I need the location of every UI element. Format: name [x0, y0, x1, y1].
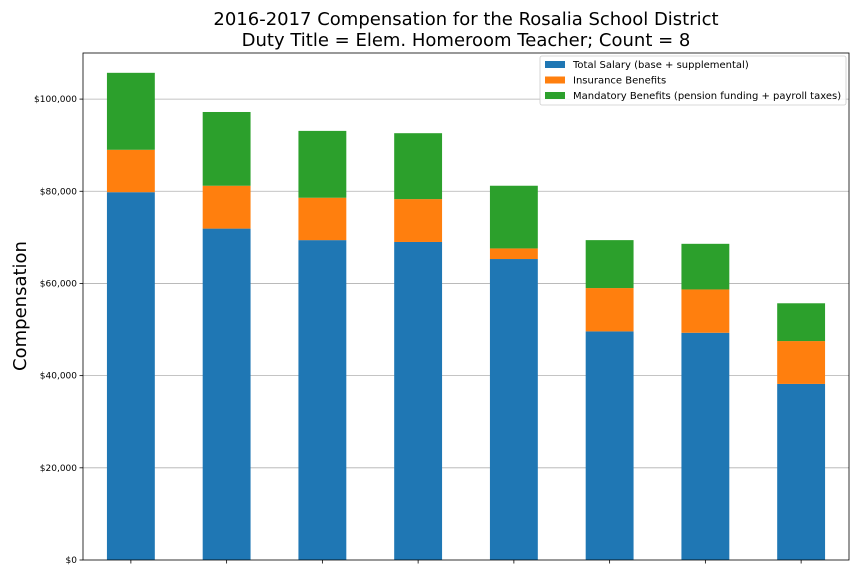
- bar-segment-3: [106, 72, 155, 150]
- bar-segment-3: [298, 130, 347, 198]
- bar-segment-3: [202, 111, 251, 186]
- bar-segment-2: [585, 288, 634, 332]
- bar-segment-1: [202, 228, 251, 560]
- bar-segment-3: [681, 243, 730, 290]
- bar-segment-2: [298, 197, 347, 241]
- bar-segment-3: [394, 133, 443, 200]
- axes: $0 $20,000 $40,000 $60,000 $80,000 $100,000: [34, 52, 850, 566]
- gridlines: [83, 98, 849, 469]
- bar-segment-2: [394, 199, 443, 242]
- legend: Total Salary (base + supplemental) Insura…: [539, 55, 847, 106]
- bar-segment-2: [489, 248, 538, 260]
- plot-frame: [82, 52, 850, 561]
- legend-box: [539, 55, 847, 106]
- y-tick-label: $100,000: [34, 95, 77, 105]
- y-tick-label: $40,000: [40, 372, 77, 382]
- legend-swatch: [545, 92, 565, 99]
- legend-label: Total Salary (base + supplemental): [572, 60, 749, 71]
- legend-swatch: [545, 61, 565, 68]
- bar-segment-2: [202, 185, 251, 229]
- y-tick-label: $20,000: [40, 464, 77, 474]
- bar-segment-1: [681, 332, 730, 560]
- y-axis-label: Compensation: [10, 241, 31, 371]
- bar-segment-2: [681, 289, 730, 333]
- bar-segment-3: [777, 303, 826, 342]
- legend-label: Insurance Benefits: [573, 76, 666, 87]
- bar-segment-1: [106, 192, 155, 560]
- bar-segment-1: [394, 241, 443, 561]
- legend-label: Mandatory Benefits (pension funding + pa…: [573, 91, 841, 102]
- bar-segment-3: [489, 185, 538, 249]
- bar-segment-2: [106, 149, 155, 193]
- y-tick-label: $60,000: [40, 279, 77, 289]
- bar-segment-1: [298, 240, 347, 560]
- bars: [106, 72, 826, 561]
- legend-swatch: [545, 76, 565, 84]
- y-tick-label: $80,000: [40, 187, 77, 197]
- bar-segment-2: [777, 341, 826, 384]
- bar-segment-1: [489, 259, 538, 560]
- bar-segment-1: [585, 331, 634, 560]
- bar-segment-3: [585, 240, 634, 289]
- bar-segment-1: [777, 383, 826, 560]
- chart-title: 2016-2017 Compensation for the Rosalia S…: [213, 9, 718, 30]
- chart-subtitle: Duty Title = Elem. Homeroom Teacher; Cou…: [242, 30, 691, 51]
- y-tick-label: $0: [66, 556, 78, 566]
